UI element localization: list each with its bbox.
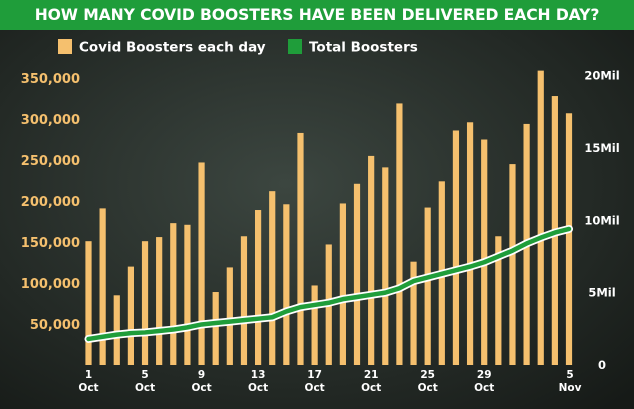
right-tick-label-0: 0 — [598, 358, 606, 372]
x-tick-month-3: Oct — [248, 382, 268, 394]
legend-swatch-daily — [58, 39, 72, 54]
bar-day-20 — [353, 183, 361, 365]
x-tick-day-8: 5 — [566, 369, 573, 381]
total-line — [86, 226, 572, 342]
x-tick-month-0: Oct — [78, 382, 98, 394]
total-line-group — [84, 224, 573, 343]
x-tick-day-5: 21 — [364, 369, 379, 381]
x-tick-month-6: Oct — [418, 382, 438, 394]
left-axis-labels: 50,000 100,000 150,000 200,000 250,000 300,00… — [21, 72, 80, 333]
x-tick-month-4: Oct — [305, 382, 325, 394]
x-axis-labels: 1Oct5Oct9Oct13Oct17Oct21Oct25Oct29Oct5No… — [78, 369, 581, 394]
bar-day-13 — [254, 210, 262, 365]
bar-day-25 — [424, 207, 431, 365]
bar-day-17 — [311, 285, 318, 365]
bar-day-14 — [269, 191, 276, 365]
x-tick-month-5: Oct — [361, 382, 381, 394]
bar-day-10 — [212, 292, 219, 365]
bar-day-22 — [382, 167, 389, 365]
left-tick-label-2: 150,000 — [21, 236, 80, 251]
x-tick-day-1: 5 — [141, 369, 148, 381]
bar-day-35 — [565, 113, 573, 365]
bar-day-9 — [198, 162, 205, 365]
x-tick-month-8: Nov — [559, 382, 582, 394]
x-tick-day-4: 17 — [307, 369, 322, 381]
x-tick-month-7: Oct — [474, 382, 494, 394]
left-tick-label-4: 250,000 — [21, 154, 80, 169]
bar-day-4 — [127, 266, 134, 365]
legend-label-total: Total Boosters — [309, 40, 418, 56]
chart-title: HOW MANY COVID BOOSTERS HAVE BEEN DELIVE… — [0, 0, 634, 30]
right-tick-label-2: 10Mil — [584, 213, 619, 227]
bar-day-24 — [410, 261, 417, 365]
bar-day-23 — [396, 103, 403, 366]
bar-day-7 — [170, 223, 177, 365]
bar-day-19 — [339, 203, 346, 365]
bar-day-31 — [509, 164, 516, 365]
left-tick-label-0: 50,000 — [30, 318, 80, 333]
bar-day-28 — [466, 122, 474, 365]
bar-day-16 — [297, 132, 304, 365]
left-tick-label-3: 200,000 — [21, 195, 80, 210]
left-tick-label-5: 300,000 — [21, 113, 80, 128]
left-tick-label-1: 100,000 — [21, 277, 80, 292]
bar-day-1 — [85, 241, 92, 365]
x-tick-day-3: 13 — [251, 369, 266, 381]
right-tick-label-1: 5Mil — [588, 286, 615, 300]
right-tick-label-3: 15Mil — [584, 141, 619, 155]
bar-day-3 — [113, 295, 120, 365]
left-tick-label-6: 350,000 — [21, 72, 80, 87]
bar-day-33 — [537, 70, 544, 366]
bar-day-6 — [156, 237, 163, 365]
legend-swatch-total — [288, 39, 302, 54]
bar-day-11 — [226, 267, 233, 365]
bar-day-12 — [240, 236, 248, 365]
bar-day-27 — [452, 130, 460, 365]
bar-day-8 — [184, 224, 191, 365]
x-tick-day-2: 9 — [198, 369, 205, 381]
x-tick-day-7: 29 — [477, 369, 492, 381]
x-tick-day-6: 25 — [420, 369, 435, 381]
x-tick-month-1: Oct — [135, 382, 155, 394]
bar-day-30 — [495, 236, 502, 365]
bar-day-5 — [141, 241, 149, 365]
right-tick-label-4: 20Mil — [584, 69, 619, 83]
bar-day-2 — [99, 208, 106, 365]
bar-day-29 — [481, 139, 488, 365]
bar-day-21 — [368, 155, 375, 365]
bar-day-15 — [283, 204, 290, 365]
x-tick-day-0: 1 — [85, 369, 92, 381]
x-tick-month-2: Oct — [191, 382, 211, 394]
right-axis-labels: 0 5Mil 10Mil 15Mil 20Mil — [584, 69, 619, 372]
legend: Covid Boosters each day Total Boosters — [58, 39, 418, 56]
legend-label-daily: Covid Boosters each day — [79, 40, 266, 56]
